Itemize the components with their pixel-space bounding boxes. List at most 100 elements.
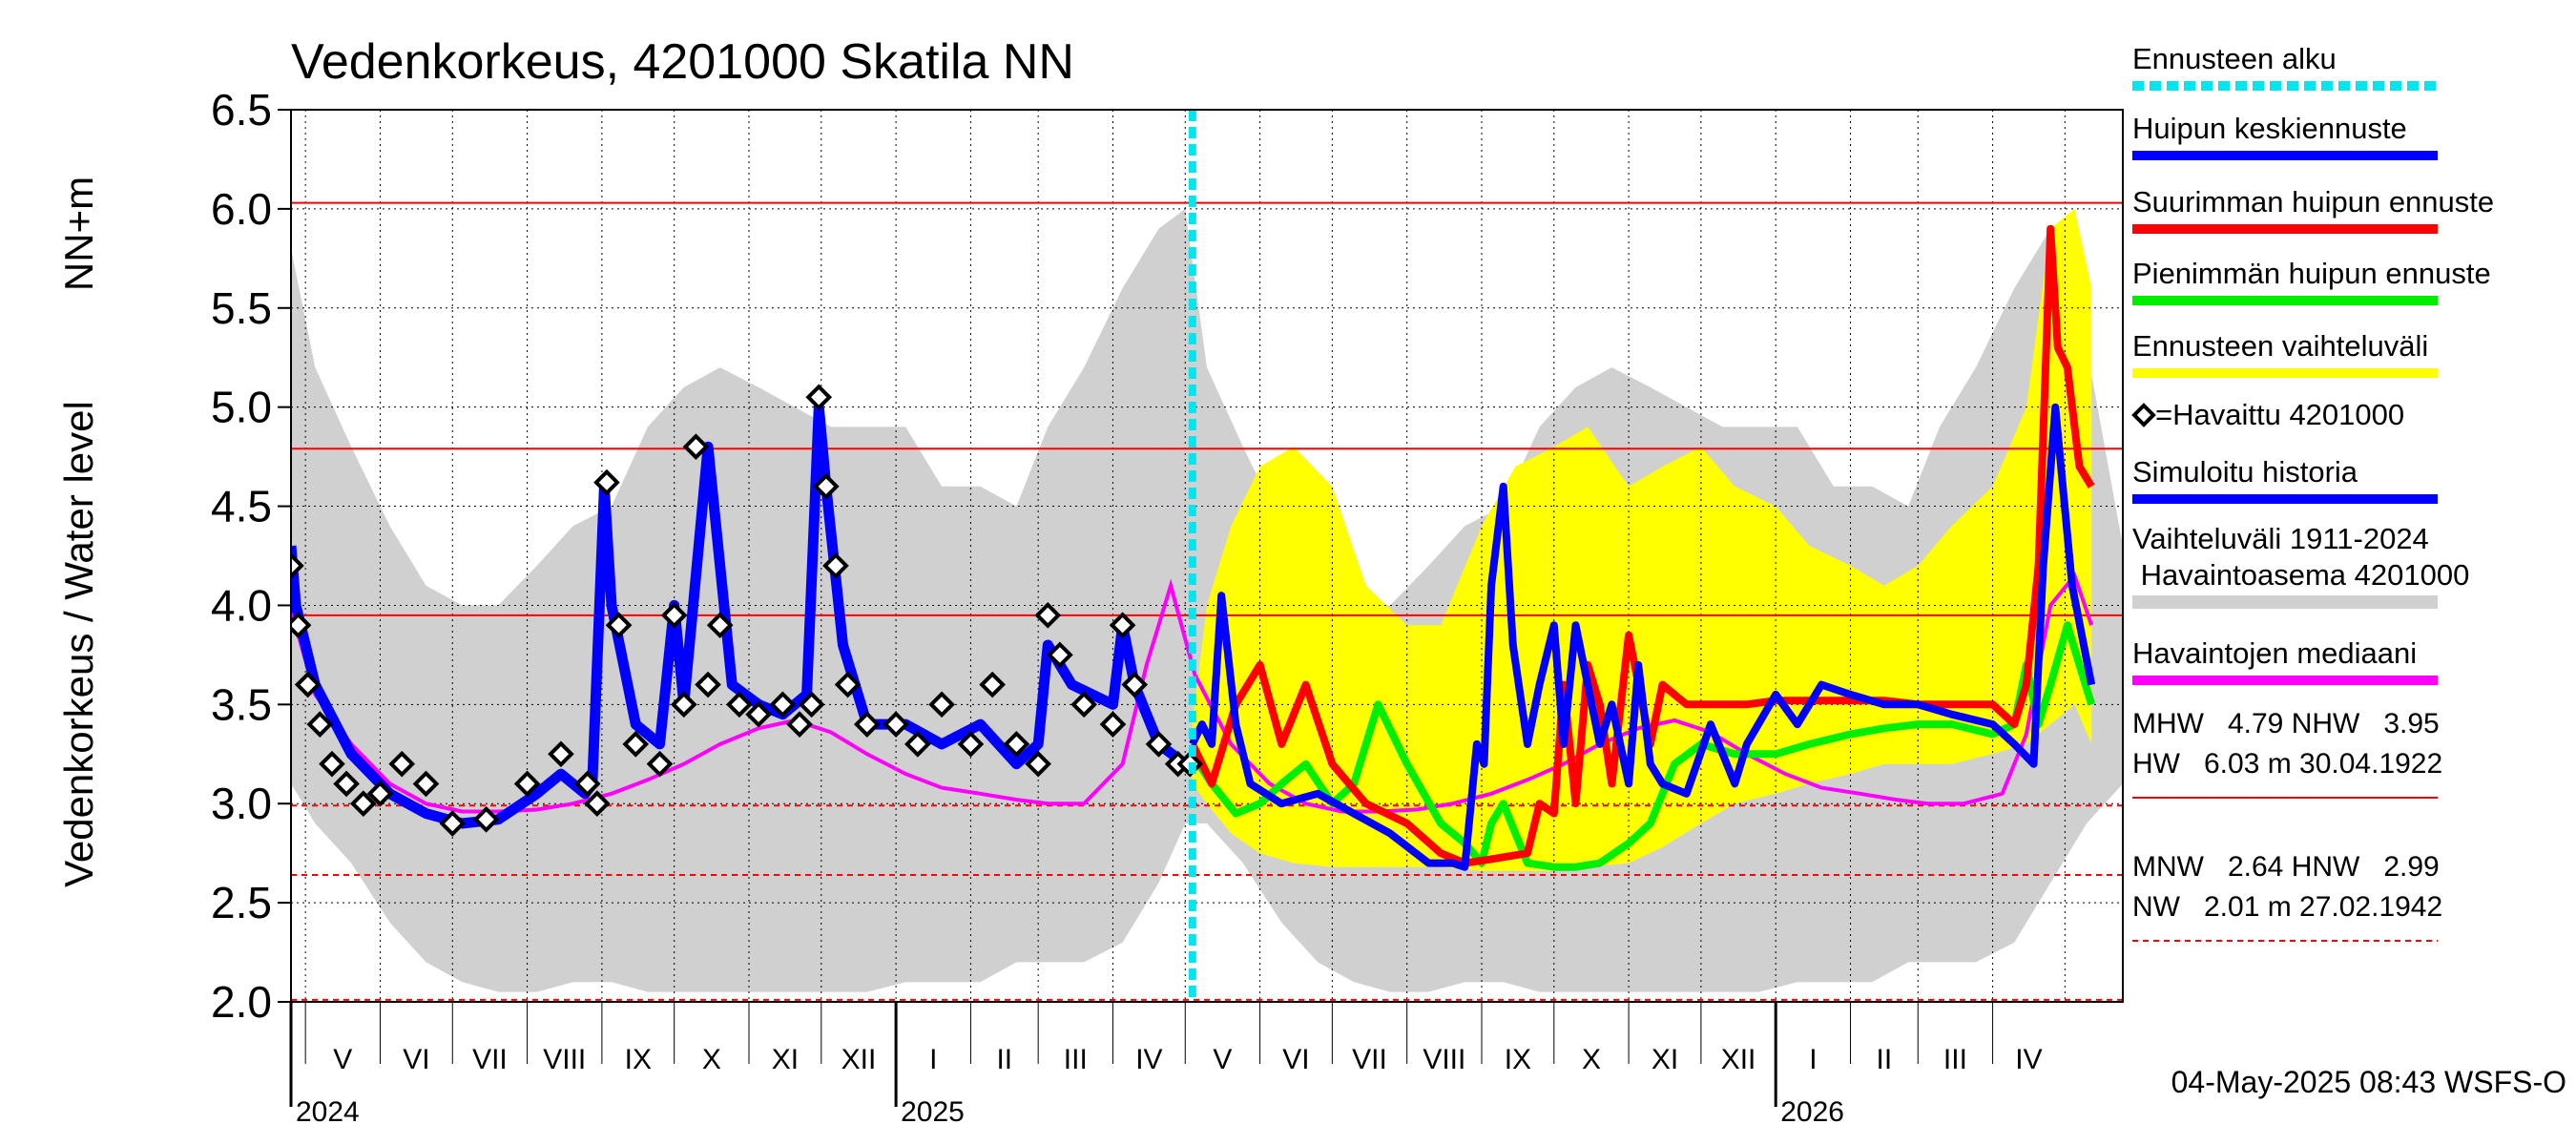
observed-point [682, 433, 710, 461]
observed-point [904, 731, 931, 758]
month-label: XII [1721, 1044, 1756, 1075]
observed-point [834, 671, 862, 698]
month-label: VI [403, 1044, 429, 1075]
observed-point [957, 731, 985, 758]
observed-point [769, 691, 797, 718]
legend-label: Suurimman huipun ennuste [2132, 185, 2494, 219]
y-tick-label: 2.0 [211, 977, 272, 1027]
observed-point [1145, 731, 1173, 758]
y-tick-label: 3.0 [211, 779, 272, 828]
observed-point [798, 691, 825, 718]
month-label: XI [1652, 1044, 1678, 1075]
y-axis-ticks: 6.5 6.0 5.5 5.0 4.5 4.0 3.5 3.0 2.5 2.0 [211, 85, 291, 1027]
observed-point [412, 770, 440, 798]
observed-point [333, 770, 360, 798]
stats-text: MHW 4.79 NHW 3.95 HW 6.03 m 30.04.1922 [2132, 708, 2442, 780]
observed-point [388, 750, 416, 778]
y-tick-label: 5.0 [211, 383, 272, 432]
month-label: IV [1135, 1044, 1162, 1075]
month-label: X [1582, 1044, 1601, 1075]
chart-title: Vedenkorkeus, 4201000 Skatila NN [291, 34, 1074, 90]
month-label: VII [1352, 1044, 1387, 1075]
observed-series [291, 384, 1204, 837]
legend-label: Vaihteluväli 1911-2024 Havaintoasema 420… [2132, 522, 2469, 592]
observed-point [1025, 750, 1051, 778]
month-label: I [1809, 1044, 1817, 1075]
plot-frame [290, 109, 2124, 1003]
observed-point [622, 731, 650, 758]
month-label: VII [472, 1044, 508, 1075]
month-label: XI [772, 1044, 799, 1075]
legend-label: Ennusteen alku [2132, 42, 2337, 75]
observed-point [513, 770, 541, 798]
month-label: IX [1505, 1044, 1531, 1075]
month-label: XII [841, 1044, 877, 1075]
observed-point [349, 790, 377, 818]
observed-point [660, 602, 688, 629]
observed-point [319, 750, 345, 778]
month-label: IX [625, 1044, 652, 1075]
y-tick-label: 3.5 [211, 679, 272, 729]
legend-label: Pienimmän huipun ennuste [2132, 257, 2491, 290]
month-label: III [1064, 1044, 1088, 1075]
observed-point [1099, 711, 1127, 738]
forecast-series [1189, 224, 2096, 871]
legend: Ennusteen alku Huipun keskiennuste Suurimm… [2131, 42, 2494, 942]
observed-point [745, 700, 772, 728]
legend-label: Havaintojen mediaani [2132, 636, 2417, 670]
y-tick-label: 2.5 [211, 878, 272, 927]
year-label: 2024 [296, 1096, 360, 1128]
observed-point [979, 671, 1006, 698]
observed-point [472, 806, 500, 833]
observed-point [366, 781, 394, 807]
observed-point [605, 612, 633, 639]
y-axis-label: Vedenkorkeus / Water level [56, 401, 101, 887]
observed-point [822, 552, 849, 579]
y-tick-label: 4.5 [211, 482, 272, 531]
legend-marker-observed [2131, 403, 2156, 427]
observed-point [853, 711, 881, 738]
footer-timestamp: 04-May-2025 08:43 WSFS-O [2171, 1065, 2566, 1099]
observed-point [439, 810, 467, 837]
month-label: II [996, 1044, 1012, 1075]
month-label: II [1877, 1044, 1893, 1075]
stats-text: MNW 2.64 HNW 2.99 NW 2.01 m 27.02.1942 [2132, 851, 2442, 923]
legend-label: Ennusteen vaihteluväli [2132, 329, 2428, 363]
y-tick-label: 6.0 [211, 184, 272, 234]
observed-point [805, 384, 833, 411]
observed-point [294, 671, 322, 698]
month-label: V [1213, 1044, 1232, 1075]
observed-point [593, 468, 620, 496]
y-tick-label: 5.5 [211, 283, 272, 333]
month-label: III [1943, 1044, 1967, 1075]
observed-point [726, 691, 753, 718]
observed-point [1109, 612, 1136, 639]
year-label: 2026 [1780, 1096, 1844, 1128]
month-label: VI [1282, 1044, 1309, 1075]
mean-peak-forecast-line [1189, 403, 2096, 871]
observed-point [928, 691, 955, 718]
legend-label: Huipun keskiennuste [2132, 112, 2407, 145]
month-label: VIII [543, 1044, 586, 1075]
observed-point [813, 472, 840, 500]
forecast-range-band [1192, 208, 2092, 871]
month-label: X [702, 1044, 721, 1075]
observed-point [1121, 671, 1149, 698]
observed-point [584, 790, 611, 818]
observed-point [706, 612, 734, 639]
observed-point [695, 671, 721, 698]
month-label: VIII [1423, 1044, 1465, 1075]
month-label: V [333, 1044, 352, 1075]
forecast-range-area [1192, 208, 2092, 871]
y-axis-unit: NN+m [56, 177, 101, 291]
observed-point [1047, 641, 1073, 669]
observed-point [786, 711, 813, 738]
observed-point [1034, 602, 1062, 629]
month-label: IV [2015, 1044, 2042, 1075]
x-axis-ticks: V VI VII VIII IX X XI XII I II III IV V VI VII VIII IX X X… [289, 1002, 2043, 1128]
observed-point [646, 750, 674, 778]
observed-point [883, 711, 909, 738]
observed-point [291, 552, 304, 579]
legend-label: Simuloitu historia [2132, 455, 2358, 489]
